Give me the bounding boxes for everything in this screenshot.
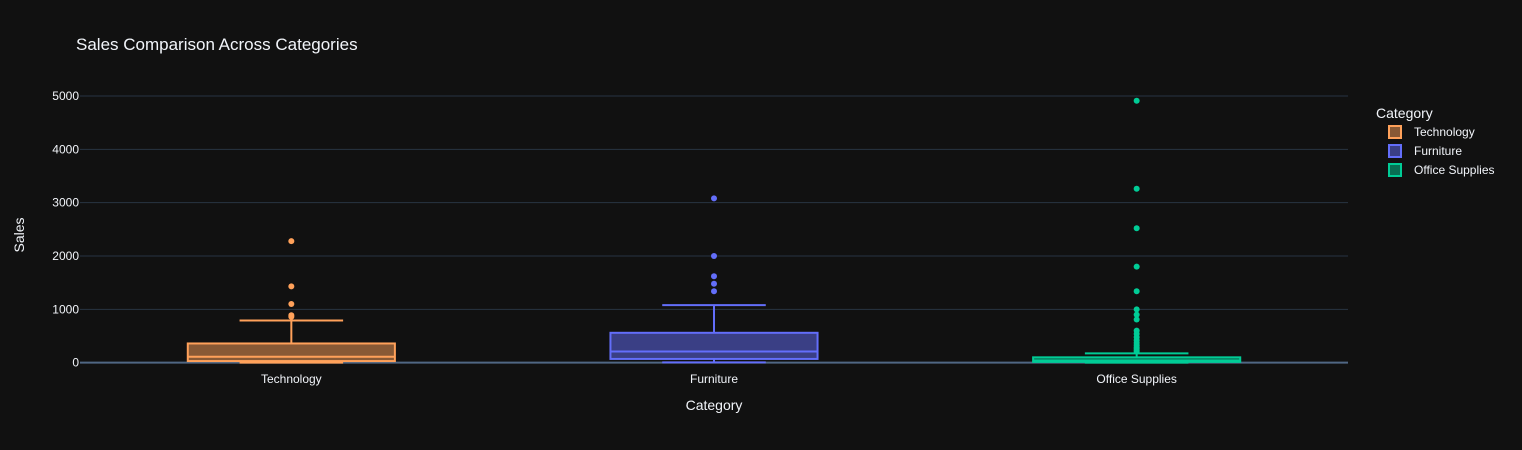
y-tick-label: 2000 [52,249,79,263]
outlier-point [1133,306,1140,313]
x-tick-label: Technology [261,372,322,386]
outlier-point [288,313,295,320]
legend-swatch [1388,144,1402,158]
legend-title: Category [1376,105,1433,121]
outlier-point [711,288,717,295]
y-tick-label: 4000 [52,142,79,156]
legend-swatch [1388,125,1402,139]
outlier-point [1133,263,1140,270]
x-axis-title: Category [686,397,743,413]
outlier-point [1133,288,1140,295]
box-trace[interactable] [1032,97,1242,364]
outlier-point [711,195,717,202]
legend-label: Furniture [1414,144,1462,158]
legend-label: Technology [1414,125,1475,139]
x-axis-ticks: Technology Furniture Office Supplies [261,372,1177,386]
chart-title: Sales Comparison Across Categories [76,35,358,54]
outlier-point [288,238,295,245]
box-body [186,342,396,363]
legend-item[interactable]: Furniture [1388,144,1462,158]
box-trace[interactable] [609,195,819,364]
y-axis-ticks: 0 1000 2000 3000 4000 5000 [52,89,79,370]
y-tick-label: 3000 [52,196,79,210]
legend-item[interactable]: Technology [1388,125,1475,139]
x-tick-label: Office Supplies [1096,372,1177,386]
box-trace[interactable] [186,238,396,364]
outlier-point [711,253,717,259]
y-tick-label: 0 [72,356,79,370]
outlier-point [288,283,295,290]
outlier-point [711,280,717,287]
y-tick-label: 5000 [52,89,79,103]
x-tick-label: Furniture [690,372,738,386]
legend-label: Office Supplies [1414,163,1495,177]
plot-area [186,97,1242,364]
y-axis-title: Sales [11,217,27,252]
legend-item[interactable]: Office Supplies [1388,163,1495,177]
outlier-point [1133,185,1140,192]
outlier-point [288,301,295,307]
box-body [609,331,819,360]
outlier-point [1133,225,1140,232]
outlier-point [1133,97,1140,104]
outlier-point [1133,316,1140,323]
legend-swatch [1388,163,1402,177]
y-tick-label: 1000 [52,302,79,316]
outlier-point [1133,311,1140,318]
outlier-point [1133,348,1140,355]
outlier-point [711,273,717,280]
legend[interactable]: Category Technology Furniture Office Suppl… [1376,105,1495,177]
